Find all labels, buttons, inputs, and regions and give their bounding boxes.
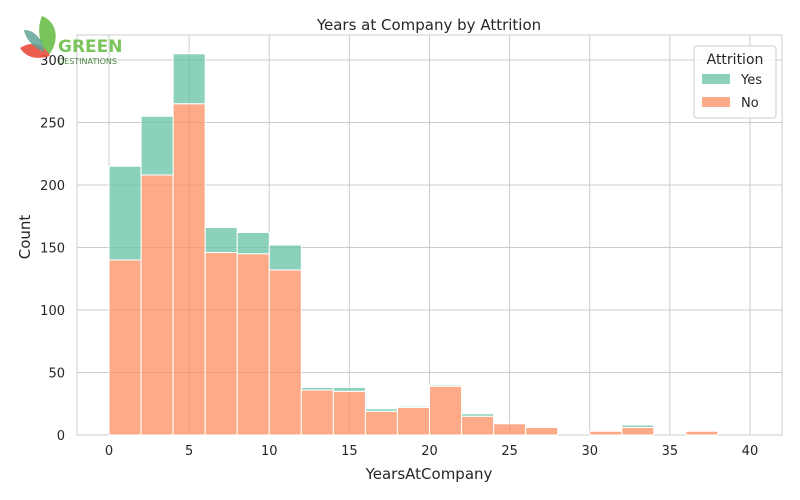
bar-yes <box>332 387 366 392</box>
y-tick-labels: 0 50 100 150 200 250 300 <box>40 54 65 444</box>
bar-no <box>332 390 366 436</box>
y-tick-label: 150 <box>40 242 65 257</box>
logo-wordmark: GREEN <box>58 37 123 57</box>
y-axis-label: Count <box>16 215 34 260</box>
x-tick-label: 5 <box>185 444 193 459</box>
bar-no <box>396 407 431 436</box>
logo-leaf-icon-teal <box>24 30 44 52</box>
bar-no <box>140 174 174 436</box>
x-tick-label: 0 <box>105 444 113 459</box>
legend-swatch-yes <box>702 74 730 84</box>
bar-yes <box>621 424 655 428</box>
y-tick-label: 250 <box>40 117 65 132</box>
logo-leaf-icon <box>39 16 56 56</box>
x-axis-label: YearsAtCompany <box>365 465 493 483</box>
legend-label-yes: Yes <box>740 73 762 88</box>
chart-title: Years at Company by Attrition <box>316 16 541 34</box>
bar-no <box>589 430 623 436</box>
y-tick-label: 0 <box>57 429 65 444</box>
legend-swatch-no <box>702 97 730 107</box>
bar-yes <box>364 408 398 412</box>
x-tick-label: 15 <box>341 444 358 459</box>
bar-no <box>236 253 270 436</box>
x-tick-label: 20 <box>421 444 438 459</box>
bar-no <box>108 259 142 436</box>
legend-label-no: No <box>741 96 759 111</box>
x-tick-label: 25 <box>501 444 518 459</box>
legend: Attrition Yes No <box>693 45 777 119</box>
bar-no <box>493 423 527 436</box>
legend-title: Attrition <box>707 52 764 68</box>
bar-yes <box>396 405 431 408</box>
bar-no <box>685 430 719 436</box>
y-tick-label: 300 <box>40 54 65 69</box>
bar-no <box>204 252 238 436</box>
bar-no <box>525 427 559 436</box>
x-tick-label: 40 <box>742 444 759 459</box>
y-tick-label: 100 <box>40 304 65 319</box>
x-tick-label: 30 <box>581 444 598 459</box>
bar-yes <box>268 244 302 271</box>
bar-yes <box>108 165 142 261</box>
bar-no <box>268 269 302 436</box>
x-tick-label: 10 <box>261 444 278 459</box>
logo-tagline: DESTINATIONS <box>58 57 117 66</box>
bar-yes <box>172 53 206 105</box>
y-tick-label: 50 <box>48 367 65 382</box>
bar-yes <box>204 227 238 253</box>
y-tick-label: 200 <box>40 179 65 194</box>
bar-no <box>172 103 206 436</box>
bars <box>108 53 719 436</box>
bar-no <box>300 389 334 436</box>
bar-no <box>621 427 655 436</box>
bar-no <box>364 410 398 436</box>
bar-no <box>429 385 463 436</box>
green-destinations-logo: GREEN DESTINATIONS <box>20 16 123 66</box>
x-tick-label: 35 <box>662 444 679 459</box>
bar-yes <box>140 115 174 176</box>
bar-yes <box>236 232 270 255</box>
bar-yes <box>461 413 495 417</box>
bar-no <box>461 415 495 436</box>
bar-yes <box>300 387 334 391</box>
x-tick-labels: 0 5 10 15 20 25 30 35 40 <box>105 444 758 459</box>
bar-yes <box>429 384 463 387</box>
